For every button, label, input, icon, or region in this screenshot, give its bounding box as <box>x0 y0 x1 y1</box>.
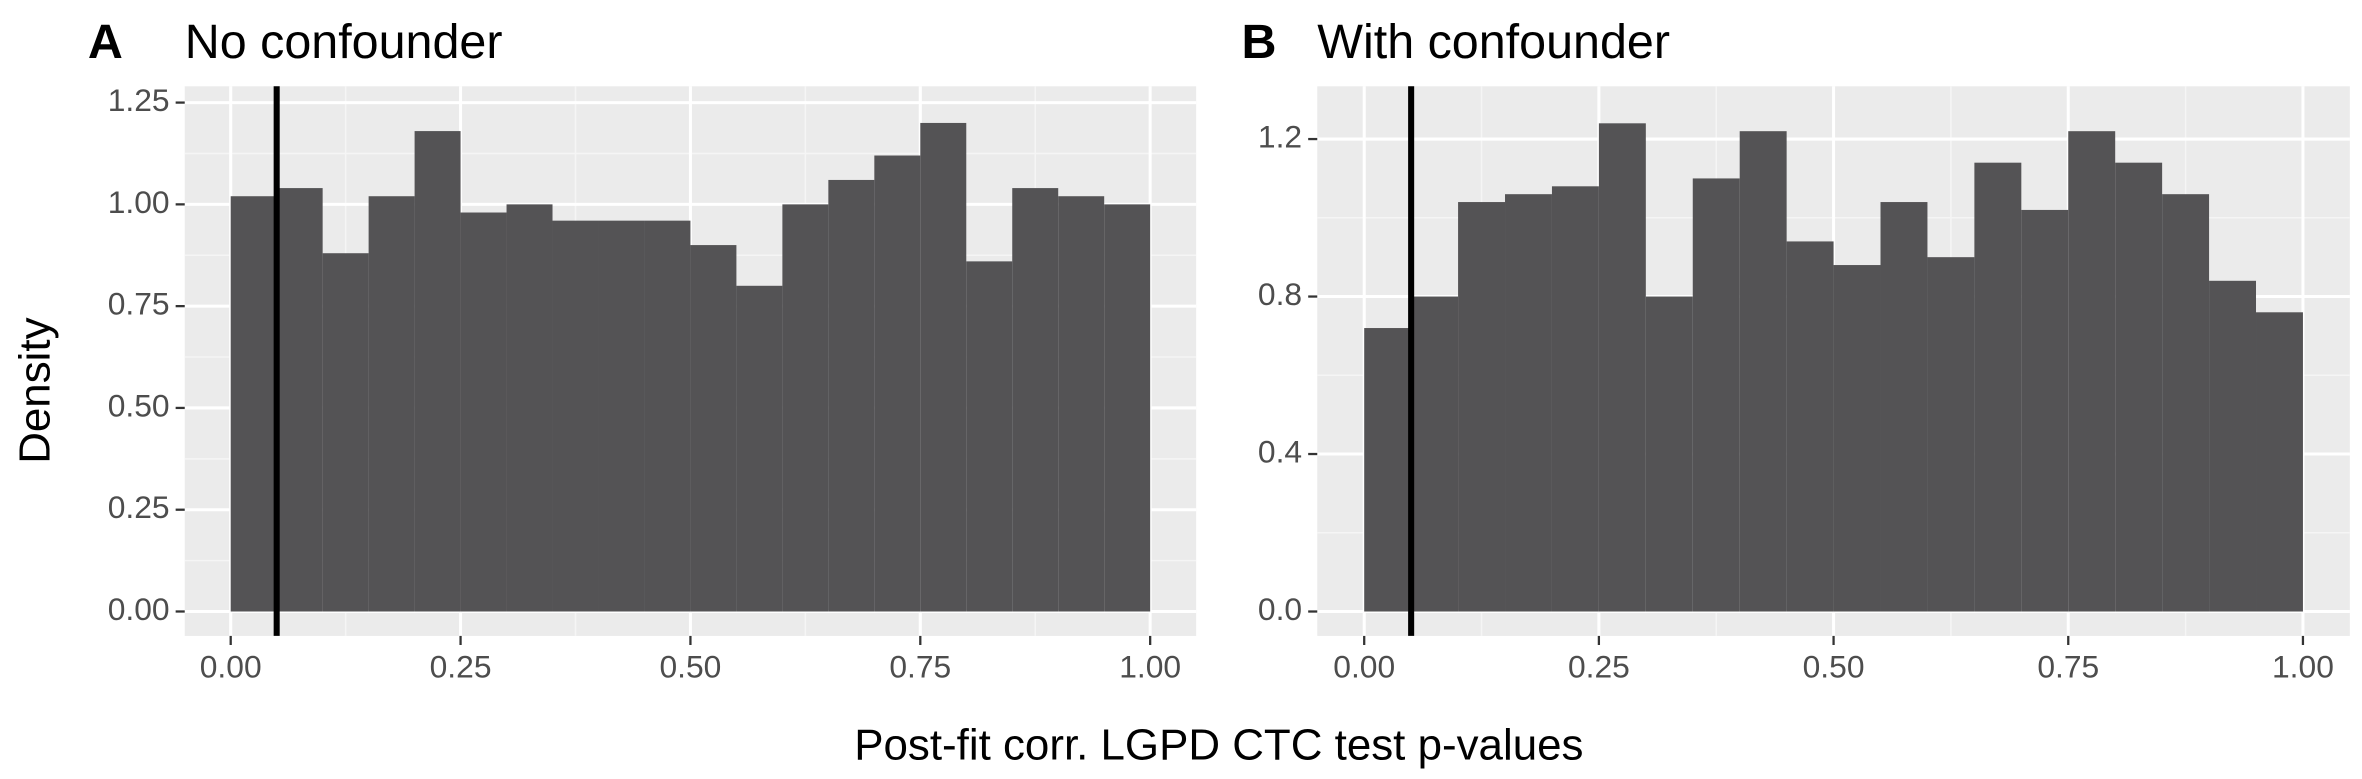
histogram-bar <box>1739 131 1787 612</box>
x-tick-label: 1.00 <box>2272 649 2334 685</box>
histogram-bar <box>1598 123 1646 612</box>
histogram-bar <box>966 261 1013 612</box>
histogram-bar <box>1645 296 1693 612</box>
histogram-bar <box>1833 265 1881 612</box>
panel-tag: A <box>88 15 123 69</box>
y-tick-label: 1.00 <box>108 184 170 220</box>
histogram-bar <box>460 212 507 612</box>
histogram-bar <box>1786 241 1834 612</box>
histogram-bar <box>1692 178 1740 612</box>
histogram-bar <box>2256 312 2303 612</box>
x-tick-label: 0.25 <box>1568 649 1630 685</box>
histogram-bar <box>322 253 369 612</box>
histogram-bar <box>1411 296 1459 612</box>
histogram-bar <box>920 122 967 612</box>
x-tick-label: 0.50 <box>660 649 722 685</box>
histogram-bar <box>2068 131 2116 612</box>
histogram-bar <box>1551 186 1599 612</box>
y-tick-label: 1.25 <box>108 82 170 118</box>
y-tick-label: 0.25 <box>108 489 170 525</box>
histogram-bar <box>782 204 829 612</box>
histogram-bar <box>1058 196 1105 612</box>
histogram-bar <box>414 131 461 612</box>
histogram-bar <box>368 196 415 612</box>
y-tick-label: 0.75 <box>108 286 170 322</box>
x-tick-label: 0.75 <box>2037 649 2099 685</box>
histogram-bar <box>2115 162 2163 612</box>
histogram-bar <box>2021 209 2069 612</box>
panel-tag: B <box>1242 15 1277 69</box>
histogram-bar <box>2209 280 2257 612</box>
histogram-bar <box>1880 202 1928 612</box>
histogram-bar <box>2162 194 2210 612</box>
x-tick-label: 1.00 <box>1119 649 1181 685</box>
panel-title: No confounder <box>185 15 503 69</box>
x-tick-label: 0.50 <box>1803 649 1865 685</box>
x-tick-label: 0.25 <box>430 649 492 685</box>
histogram-bar <box>1364 328 1412 612</box>
histogram-bar <box>690 245 737 612</box>
histogram-bar <box>506 204 553 612</box>
histogram-bar <box>644 220 691 612</box>
y-tick-label: 0.4 <box>1258 433 1302 469</box>
histogram-bar <box>736 285 783 612</box>
histogram-bar <box>276 188 323 612</box>
histogram-bar <box>1505 194 1552 612</box>
histogram-bar <box>874 155 921 612</box>
x-tick-label: 0.00 <box>200 649 262 685</box>
y-tick-label: 0.50 <box>108 387 170 423</box>
x-axis-title: Post-fit corr. LGPD CTC test p-values <box>854 721 1583 770</box>
histogram-bar <box>1927 257 1975 612</box>
panel-title: With confounder <box>1317 15 1670 69</box>
x-tick-label: 0.00 <box>1333 649 1395 685</box>
y-tick-label: 0.0 <box>1258 591 1302 627</box>
x-tick-label: 0.75 <box>889 649 951 685</box>
histogram-bar <box>828 179 875 612</box>
histogram-bar <box>1974 162 2022 612</box>
y-tick-label: 0.00 <box>108 591 170 627</box>
histogram-bar <box>230 196 277 612</box>
y-axis-title: Density <box>10 317 59 463</box>
histogram-bar <box>598 220 645 612</box>
y-tick-label: 1.2 <box>1258 118 1302 154</box>
histogram-bar <box>1458 202 1506 612</box>
histogram-bar <box>1104 204 1151 612</box>
histogram-bar <box>1012 188 1059 612</box>
histogram-bar <box>552 220 599 612</box>
y-tick-label: 0.8 <box>1258 276 1302 312</box>
